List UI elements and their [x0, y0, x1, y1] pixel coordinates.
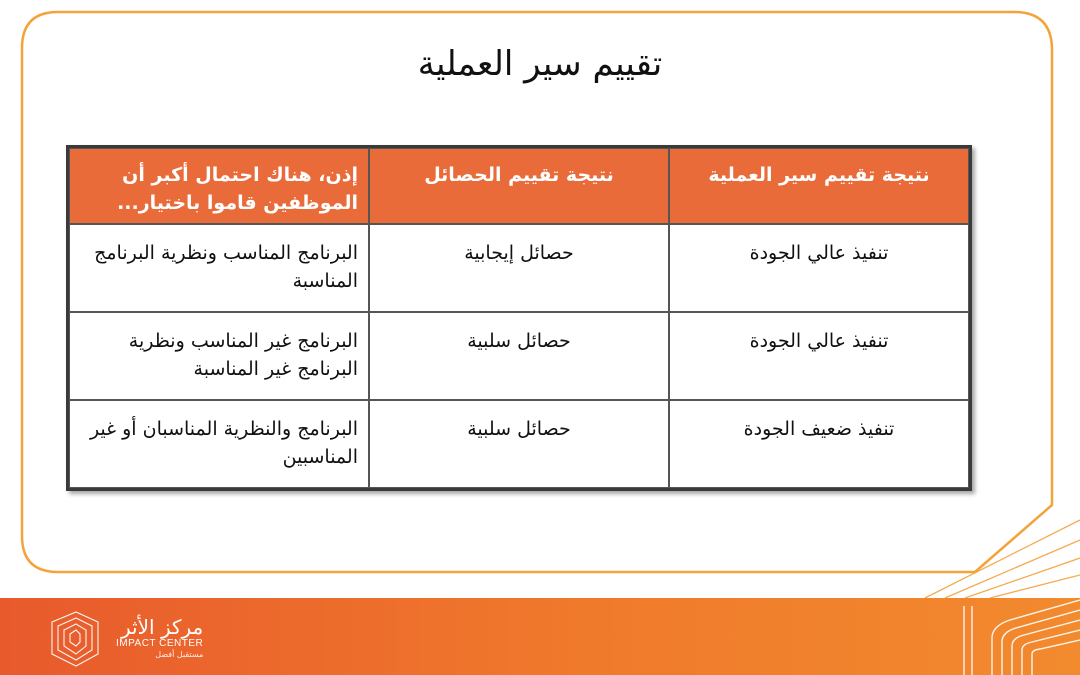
slide-title: تقييم سير العملية — [417, 44, 663, 84]
table-cell: حصائل إيجابية — [369, 224, 669, 312]
table-header-row: نتيجة تقييم سير العملية نتيجة تقييم الحص… — [69, 148, 969, 224]
header-conclusion: إذن، هناك احتمال أكبر أن الموظفين قاموا … — [69, 148, 369, 224]
table-row: تنفيذ ضعيف الجودة حصائل سلبية البرنامج و… — [69, 400, 969, 488]
header-process-result: نتيجة تقييم سير العملية — [669, 148, 969, 224]
logo-tagline: مستقبل أفضل — [155, 650, 204, 659]
table-cell: البرنامج المناسب ونظرية البرنامج المناسب… — [69, 224, 369, 312]
table-cell: حصائل سلبية — [369, 400, 669, 488]
table-cell: البرنامج والنظرية المناسبان أو غير المنا… — [69, 400, 369, 488]
table-cell: تنفيذ عالي الجودة — [669, 312, 969, 400]
logo-english: IMPACT CENTER — [116, 638, 204, 649]
table-cell: حصائل سلبية — [369, 312, 669, 400]
logo-text: مركز الأثر IMPACT CENTER مستقبل أفضل — [116, 616, 203, 660]
header-outcome-result: نتيجة تقييم الحصائل — [369, 148, 669, 224]
table-cell: تنفيذ عالي الجودة — [669, 224, 969, 312]
table-cell: تنفيذ ضعيف الجودة — [669, 400, 969, 488]
table-row: تنفيذ عالي الجودة حصائل سلبية البرنامج غ… — [69, 312, 969, 400]
decorative-diagonal-lines — [924, 519, 1080, 599]
impact-center-logo-icon — [51, 611, 99, 667]
evaluation-table: نتيجة تقييم سير العملية نتيجة تقييم الحص… — [66, 145, 972, 491]
logo-arabic: مركز الأثر — [121, 615, 204, 639]
table-row: تنفيذ عالي الجودة حصائل إيجابية البرنامج… — [69, 224, 969, 312]
footer-decoration-icon — [963, 599, 1080, 675]
footer-bar: مركز الأثر IMPACT CENTER مستقبل أفضل — [0, 598, 1080, 675]
table-cell: البرنامج غير المناسب ونظرية البرنامج غير… — [69, 312, 369, 400]
